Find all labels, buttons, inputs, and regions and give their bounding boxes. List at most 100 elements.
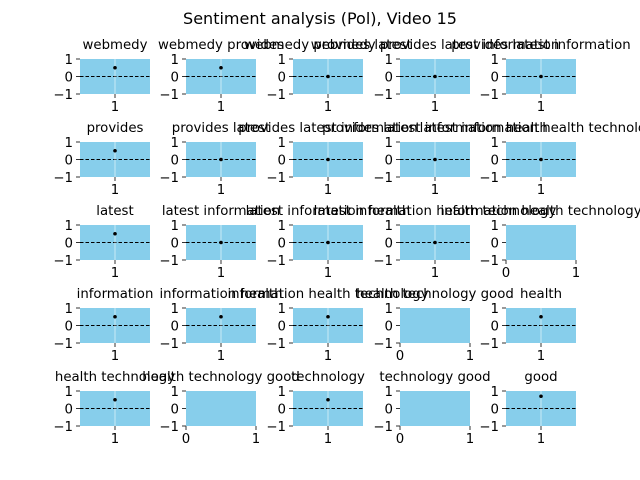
y-tick-label: −1 — [159, 254, 179, 269]
y-tick-label: 1 — [171, 385, 179, 400]
y-tick-label: −1 — [53, 337, 73, 352]
subplot-title: provides latest — [172, 121, 270, 136]
subplot-title: information health technology — [227, 287, 428, 302]
subplot: health 1 0 −1 1 — [479, 287, 576, 364]
y-tick-label: 0 — [385, 237, 393, 252]
x-tick-label: 1 — [466, 432, 474, 447]
x-tick-label: 1 — [324, 349, 332, 364]
subplot-title: latest information health technology — [420, 121, 640, 136]
subplot-title: webmedy provides latest information — [311, 38, 560, 53]
data-point — [113, 65, 117, 70]
y-tick-label: −1 — [159, 420, 179, 435]
y-tick-label: 1 — [278, 302, 286, 317]
y-tick-label: −1 — [53, 254, 73, 269]
y-tick-label: 1 — [171, 302, 179, 317]
x-tick-label: 0 — [182, 432, 190, 447]
y-tick-label: −1 — [373, 420, 393, 435]
data-point — [433, 240, 437, 245]
x-tick-label: 1 — [324, 183, 332, 198]
x-tick-label: 1 — [111, 349, 119, 364]
x-tick-label: 0 — [396, 349, 404, 364]
subplot: latest 1 0 −1 1 — [53, 204, 150, 281]
subplot: information 1 0 −1 1 — [53, 287, 153, 364]
subplot-title: information health — [159, 287, 282, 302]
y-tick-label: −1 — [53, 171, 73, 186]
y-tick-label: 0 — [491, 237, 499, 252]
data-point — [219, 157, 223, 162]
y-tick-label: −1 — [373, 254, 393, 269]
subplot-title: technology good — [379, 370, 490, 385]
x-tick-label: 1 — [217, 100, 225, 115]
y-tick-label: −1 — [266, 420, 286, 435]
y-tick-label: 0 — [65, 403, 73, 418]
y-tick-label: 0 — [385, 403, 393, 418]
y-tick-label: −1 — [373, 337, 393, 352]
y-tick-label: 1 — [385, 302, 393, 317]
y-tick-label: −1 — [53, 88, 73, 103]
y-tick-label: 0 — [171, 320, 179, 335]
x-tick-label: 1 — [537, 349, 545, 364]
data-point — [326, 157, 330, 162]
data-point — [219, 240, 223, 245]
subplot-title: provides — [87, 121, 144, 136]
x-tick-label: 1 — [252, 432, 260, 447]
data-point — [539, 157, 543, 162]
data-point — [326, 314, 330, 319]
x-tick-label: 1 — [431, 266, 439, 281]
data-point — [219, 65, 223, 70]
subplot-title: provides latest information health — [322, 121, 548, 136]
plot-area — [400, 308, 470, 343]
y-tick-label: 1 — [385, 53, 393, 68]
x-tick-label: 0 — [502, 266, 510, 281]
y-tick-label: 1 — [65, 136, 73, 151]
y-tick-label: 0 — [278, 237, 286, 252]
x-tick-label: 1 — [324, 266, 332, 281]
y-tick-label: 0 — [65, 320, 73, 335]
subplot: good 1 0 −1 1 — [479, 370, 576, 447]
x-tick-label: 1 — [537, 432, 545, 447]
subplot-title: webmedy provides — [158, 38, 284, 53]
x-tick-label: 1 — [111, 432, 119, 447]
subplot-title: health — [520, 287, 562, 302]
y-tick-label: 1 — [65, 219, 73, 234]
y-tick-label: 1 — [491, 53, 499, 68]
data-point — [219, 314, 223, 319]
y-tick-label: 0 — [65, 154, 73, 169]
data-point — [539, 74, 543, 79]
subplot-title: latest information — [162, 204, 280, 219]
y-tick-label: 0 — [491, 71, 499, 86]
y-tick-label: 1 — [171, 136, 179, 151]
y-tick-label: 0 — [278, 71, 286, 86]
subplot-title: webmedy provides latest — [244, 38, 412, 53]
y-tick-label: −1 — [479, 88, 499, 103]
x-tick-label: 1 — [572, 266, 580, 281]
figure-title: Sentiment analysis (Pol), Video 15 — [183, 9, 457, 28]
y-tick-label: 0 — [385, 320, 393, 335]
subplot-title: health technology good — [356, 287, 514, 302]
data-point — [326, 240, 330, 245]
y-tick-label: 1 — [491, 302, 499, 317]
y-tick-label: 1 — [65, 53, 73, 68]
data-point — [539, 314, 543, 319]
data-point — [326, 74, 330, 79]
y-tick-label: 0 — [171, 154, 179, 169]
y-tick-label: 0 — [491, 320, 499, 335]
y-tick-label: −1 — [159, 88, 179, 103]
subplot: latest information health technology10−1… — [420, 121, 640, 198]
x-tick-label: 1 — [217, 183, 225, 198]
data-point — [113, 314, 117, 319]
data-point — [326, 397, 330, 402]
